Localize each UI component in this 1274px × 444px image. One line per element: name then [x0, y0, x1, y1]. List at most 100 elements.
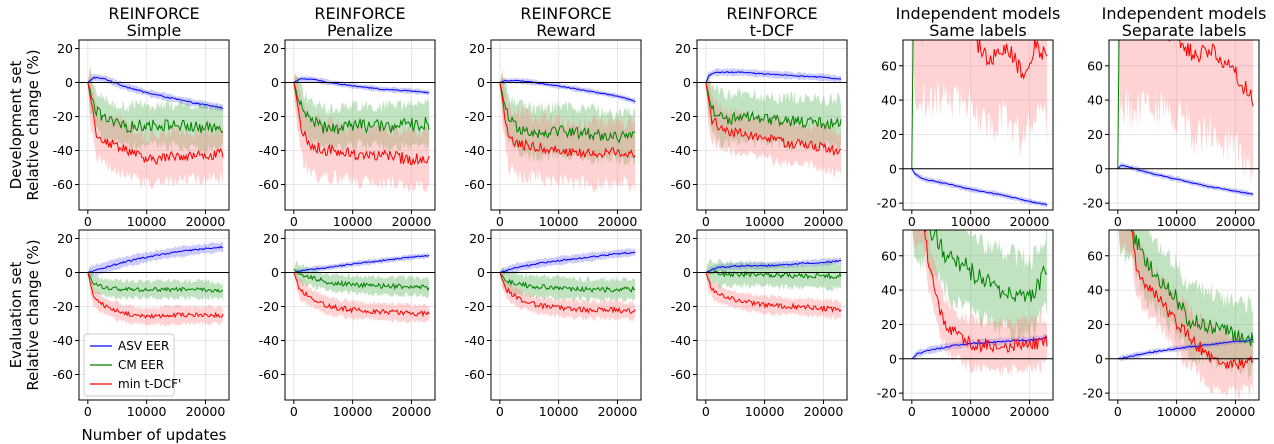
y-tick-label: 0 — [889, 161, 897, 176]
series-line-cm-eer — [705, 269, 842, 280]
x-tick-label: 0 — [84, 214, 92, 229]
band-cm-eer — [293, 73, 430, 156]
panel: 0 10000 20000 -60 -40 -20 0 20 — [259, 39, 436, 229]
panel-frame — [902, 39, 1054, 211]
series-line-asv-eer — [87, 245, 224, 273]
band-asv-eer — [87, 241, 224, 278]
legend-entry: CM EER — [118, 358, 164, 372]
x-tick-label: 0 — [908, 214, 916, 229]
x-tick-label: 20000 — [804, 404, 844, 419]
y-tick-label: -60 — [259, 367, 279, 382]
plot-area — [911, 230, 1048, 378]
plot-area — [293, 252, 430, 324]
y-tick-label: 20 — [1087, 317, 1103, 332]
y-tick-label: 20 — [1087, 127, 1103, 142]
y-tick-label: -20 — [259, 109, 279, 124]
row-label: Relative change (%) — [24, 49, 42, 200]
column-title: Separate labels — [1122, 21, 1247, 40]
series-line-asv-eer — [499, 79, 636, 103]
x-tick-label: 10000 — [539, 404, 579, 419]
band-min-tdcf — [499, 67, 636, 194]
x-tick-label: 0 — [1114, 214, 1122, 229]
series-line-asv-eer — [293, 78, 430, 94]
plot-area — [1117, 230, 1254, 400]
plot-area — [705, 67, 842, 178]
y-tick-label: -20 — [53, 299, 73, 314]
row-label: Development set — [7, 61, 25, 190]
y-tick-label: -40 — [259, 143, 279, 158]
y-tick-label: 0 — [683, 75, 691, 90]
panel: 0 10000 20000 -60 -40 -20 0 20 ASV EER CM EER min … — [53, 229, 230, 419]
row-label: Relative change (%) — [24, 239, 42, 390]
y-tick-label: -60 — [671, 367, 691, 382]
x-tick-label: 10000 — [951, 404, 991, 419]
band-min-tdcf — [293, 72, 430, 193]
legend-box — [83, 333, 175, 397]
panel-frame — [284, 229, 436, 401]
panel: 0 10000 20000 -60 -40 -20 0 20 — [465, 229, 642, 419]
y-tick-label: -20 — [1083, 386, 1103, 401]
x-tick-label: 20000 — [598, 214, 638, 229]
series-line-min-tdcf — [923, 230, 1048, 354]
plot-area — [499, 247, 636, 322]
x-axis-label: Number of updates — [82, 426, 227, 444]
panel: 0 10000 20000 -60 -40 -20 0 20 — [671, 39, 848, 229]
y-tick-label: 60 — [1087, 248, 1103, 263]
series-line-asv-eer — [1117, 338, 1254, 360]
y-tick-label: -60 — [465, 177, 485, 192]
panel: 0 10000 20000 -20 0 20 40 60 — [877, 229, 1054, 419]
panel: 0 10000 20000 -60 -40 -20 0 20 — [259, 229, 436, 419]
x-tick-label: 10000 — [745, 404, 785, 419]
series-line-asv-eer — [705, 259, 842, 273]
column-title: Independent models — [896, 4, 1061, 23]
y-tick-label: -20 — [53, 109, 73, 124]
band-min-tdcf — [1118, 40, 1254, 185]
series-line-min-tdcf — [920, 40, 1048, 80]
x-tick-label: 0 — [290, 214, 298, 229]
band-asv-eer — [911, 168, 1048, 208]
series-line-cm-eer — [499, 82, 636, 144]
y-tick-label: 20 — [675, 231, 691, 246]
series-line-min-tdcf — [1130, 230, 1254, 370]
series-line-cm-eer — [705, 82, 842, 131]
column-title: Simple — [127, 21, 182, 40]
column-title: Same labels — [929, 21, 1027, 40]
series-line-cm-eer — [499, 272, 636, 294]
plot-area — [705, 256, 842, 320]
panel-frame — [490, 39, 642, 211]
x-tick-label: 10000 — [745, 214, 785, 229]
panel: 0 10000 20000 -20 0 20 40 60 — [1083, 39, 1260, 229]
panel-frame — [284, 39, 436, 211]
panel-frame — [1108, 39, 1260, 211]
y-tick-label: -40 — [465, 333, 485, 348]
panel-frame — [78, 39, 230, 211]
panel-frame — [78, 229, 230, 401]
band-asv-eer — [499, 247, 636, 277]
x-tick-label: 0 — [1114, 404, 1122, 419]
series-line-cm-eer — [924, 230, 1048, 302]
series-line-asv-eer — [705, 71, 842, 83]
y-tick-label: -40 — [53, 333, 73, 348]
y-tick-label: -20 — [259, 299, 279, 314]
band-cm-eer — [293, 260, 430, 299]
row-label: Evaluation set — [7, 261, 25, 368]
band-asv-eer — [87, 73, 224, 113]
series-line-min-tdcf — [293, 272, 430, 318]
y-tick-label: 0 — [477, 75, 485, 90]
plot-area — [87, 65, 224, 189]
column-title: Independent models — [1102, 4, 1267, 23]
series-line-cm-eer — [87, 82, 224, 134]
x-tick-label: 0 — [290, 404, 298, 419]
y-tick-label: -20 — [877, 196, 897, 211]
x-tick-label: 20000 — [186, 214, 226, 229]
panel: 0 10000 20000 -60 -40 -20 0 20 — [53, 39, 230, 229]
plot-area — [293, 72, 430, 193]
series-line-asv-eer — [1117, 164, 1254, 195]
band-cm-eer — [87, 267, 224, 302]
y-tick-label: 60 — [881, 58, 897, 73]
panel-frame — [902, 229, 1054, 401]
y-tick-label: 60 — [1087, 58, 1103, 73]
panel-frame — [696, 229, 848, 401]
y-tick-label: 0 — [271, 265, 279, 280]
